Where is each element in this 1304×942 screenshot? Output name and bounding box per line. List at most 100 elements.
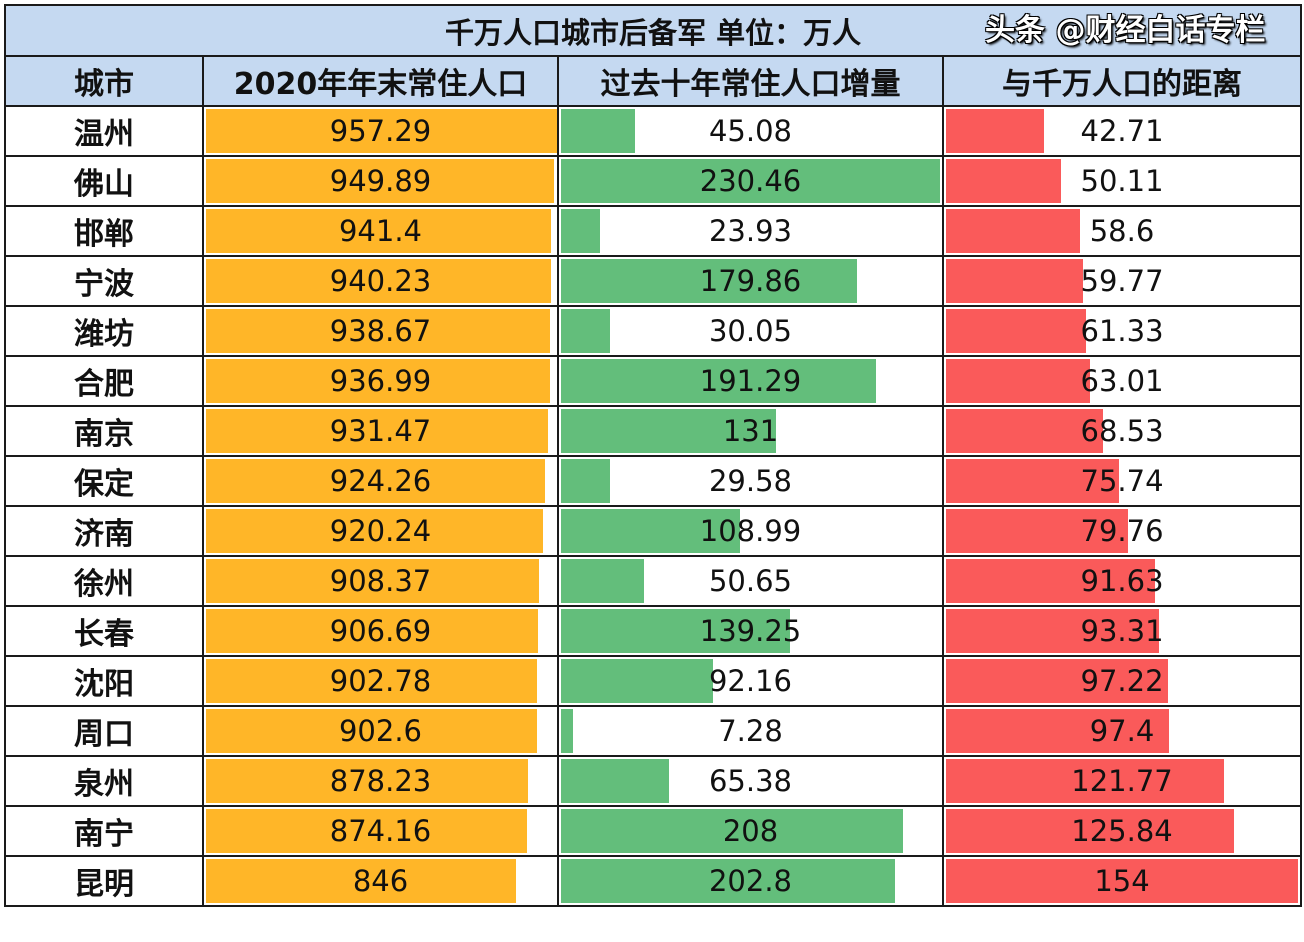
distance-value: 121.77 [1071, 764, 1173, 798]
growth-data-bar [561, 659, 713, 703]
distance-value: 79.76 [1080, 514, 1164, 548]
distance-cell: 125.84 [941, 805, 1303, 857]
distance-cell: 93.31 [941, 605, 1303, 657]
distance-value: 91.63 [1080, 564, 1164, 598]
distance-cell: 59.77 [941, 255, 1303, 307]
growth-data-bar [561, 559, 645, 603]
table-row: 南京 931.47 131 68.53 [4, 405, 1303, 457]
growth-value: 29.58 [708, 464, 793, 498]
table-row: 泉州 878.23 65.38 121.77 [4, 755, 1303, 807]
population-data-bar [206, 509, 544, 553]
growth-data-bar [561, 409, 777, 453]
population-value: 936.99 [329, 364, 432, 398]
table-row: 邯郸 941.4 23.93 58.6 [4, 205, 1303, 257]
distance-data-bar [946, 309, 1087, 353]
distance-value: 125.84 [1071, 814, 1173, 848]
header-population: 2020年年末常住人口 [202, 55, 559, 107]
population-data-bar [206, 809, 527, 853]
distance-data-bar [946, 759, 1225, 803]
population-data-bar [206, 859, 517, 903]
table-row: 沈阳 902.78 92.16 97.22 [4, 655, 1303, 707]
population-value: 941.4 [338, 214, 423, 248]
population-data-bar [206, 659, 537, 703]
city-cell: 邯郸 [4, 205, 204, 257]
distance-cell: 68.53 [941, 405, 1303, 457]
growth-cell: 108.99 [557, 505, 944, 557]
growth-cell: 179.86 [557, 255, 944, 307]
growth-data-bar [561, 459, 610, 503]
population-cell: 938.67 [202, 305, 559, 357]
growth-cell: 139.25 [557, 605, 944, 657]
population-cell: 878.23 [202, 755, 559, 807]
table-row: 保定 924.26 29.58 75.74 [4, 455, 1303, 507]
distance-cell: 50.11 [941, 155, 1303, 207]
population-cell: 906.69 [202, 605, 559, 657]
growth-cell: 7.28 [557, 705, 944, 757]
population-cell: 931.47 [202, 405, 559, 457]
population-value: 920.24 [329, 514, 432, 548]
table-row: 合肥 936.99 191.29 63.01 [4, 355, 1303, 407]
distance-value: 58.6 [1089, 214, 1155, 248]
distance-cell: 61.33 [941, 305, 1303, 357]
population-value: 949.89 [329, 164, 432, 198]
population-data-bar [206, 259, 551, 303]
city-cell: 宁波 [4, 255, 204, 307]
growth-cell: 230.46 [557, 155, 944, 207]
distance-cell: 75.74 [941, 455, 1303, 507]
growth-data-bar [561, 859, 895, 903]
population-cell: 924.26 [202, 455, 559, 507]
distance-data-bar [946, 609, 1160, 653]
city-cell: 济南 [4, 505, 204, 557]
distance-cell: 79.76 [941, 505, 1303, 557]
growth-value: 208 [722, 814, 779, 848]
city-cell: 温州 [4, 105, 204, 157]
distance-value: 42.71 [1080, 114, 1164, 148]
population-value: 931.47 [329, 414, 432, 448]
growth-cell: 191.29 [557, 355, 944, 407]
city-cell: 南宁 [4, 805, 204, 857]
distance-value: 61.33 [1080, 314, 1164, 348]
growth-value: 30.05 [708, 314, 793, 348]
city-cell: 合肥 [4, 355, 204, 407]
growth-cell: 30.05 [557, 305, 944, 357]
watermark: 头条 @财经白话专栏 [985, 13, 1266, 48]
distance-data-bar [946, 259, 1083, 303]
growth-value: 131 [722, 414, 779, 448]
growth-value: 139.25 [699, 614, 802, 648]
table-row: 潍坊 938.67 30.05 61.33 [4, 305, 1303, 357]
population-cell: 908.37 [202, 555, 559, 607]
city-cell: 沈阳 [4, 655, 204, 707]
table-row: 温州 957.29 45.08 42.71 [4, 105, 1303, 157]
growth-data-bar [561, 309, 611, 353]
distance-data-bar [946, 359, 1091, 403]
table-row: 长春 906.69 139.25 93.31 [4, 605, 1303, 657]
growth-value: 45.08 [708, 114, 793, 148]
city-cell: 长春 [4, 605, 204, 657]
population-data-bar [206, 209, 552, 253]
growth-value: 23.93 [708, 214, 793, 248]
population-value: 938.67 [329, 314, 432, 348]
population-data-bar [206, 159, 555, 203]
distance-cell: 63.01 [941, 355, 1303, 407]
population-data-bar [206, 709, 537, 753]
growth-value: 179.86 [699, 264, 802, 298]
population-cell: 949.89 [202, 155, 559, 207]
distance-cell: 42.71 [941, 105, 1303, 157]
distance-value: 93.31 [1080, 614, 1164, 648]
distance-data-bar [946, 559, 1156, 603]
table-row: 宁波 940.23 179.86 59.77 [4, 255, 1303, 307]
distance-cell: 58.6 [941, 205, 1303, 257]
distance-data-bar [946, 409, 1103, 453]
distance-data-bar [946, 109, 1044, 153]
distance-data-bar [946, 859, 1298, 903]
growth-data-bar [561, 809, 904, 853]
growth-cell: 29.58 [557, 455, 944, 507]
growth-cell: 202.8 [557, 855, 944, 907]
city-cell: 周口 [4, 705, 204, 757]
table-row: 佛山 949.89 230.46 50.11 [4, 155, 1303, 207]
population-cell: 941.4 [202, 205, 559, 257]
growth-cell: 131 [557, 405, 944, 457]
growth-data-bar [561, 509, 741, 553]
growth-cell: 23.93 [557, 205, 944, 257]
distance-data-bar [946, 509, 1129, 553]
